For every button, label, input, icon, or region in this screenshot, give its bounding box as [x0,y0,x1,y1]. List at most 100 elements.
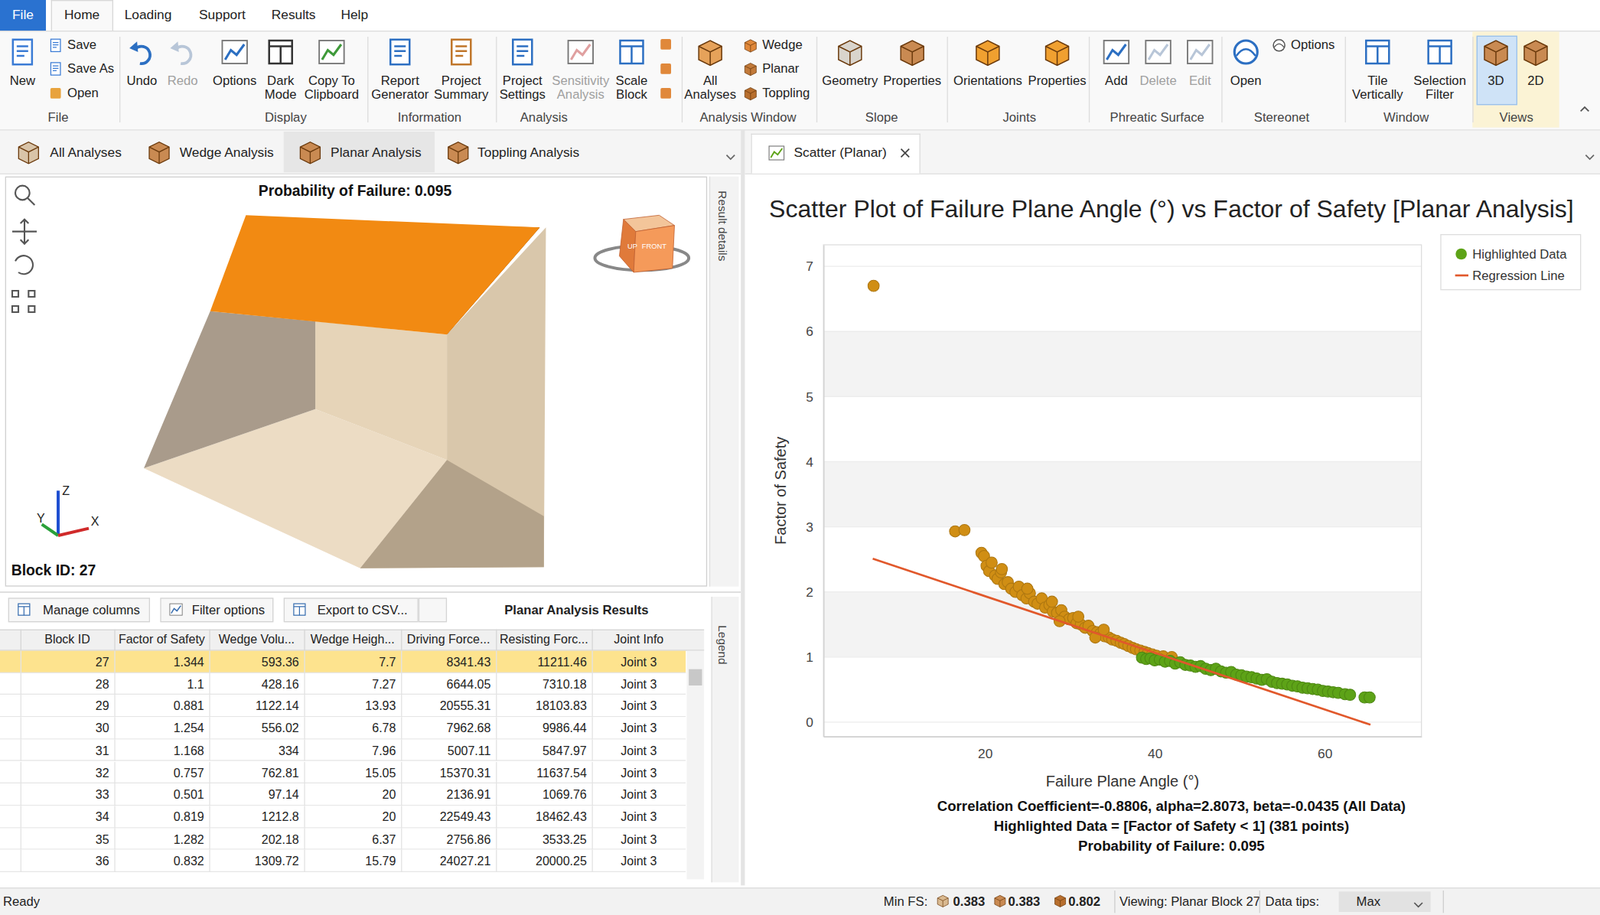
cell-divider [114,761,115,784]
chart-tab[interactable]: Scatter (Planar) [794,144,887,161]
grid-band [823,592,1421,658]
menu-tab[interactable]: Help [340,0,369,30]
fit-tool[interactable] [12,290,35,313]
viewport-canvas[interactable]: UPFRONTZYX [6,177,708,588]
close-tab[interactable] [898,146,913,161]
cell-divider [303,716,305,740]
column-header[interactable]: Wedge Volu... [218,632,295,648]
ribbon-small-label[interactable]: Open [67,85,99,102]
ribbon-button-label[interactable]: Analyses [684,87,737,104]
scatter-point[interactable] [1021,583,1033,595]
ribbon-button-label[interactable]: Generator [371,87,429,104]
menu-tab[interactable]: Home [51,0,114,32]
scatter-point[interactable] [1364,691,1376,704]
zoom-tool[interactable] [27,198,35,206]
table-cell: 0.819 [173,810,205,825]
ribbon-button-label[interactable]: Copy To [308,73,356,89]
ribbon-button-label[interactable]: Geometry [821,73,878,89]
tick-label: 5 [805,389,814,405]
column-header[interactable]: Joint Info [613,632,664,648]
menu-tab[interactable]: Results [271,0,317,30]
column-header[interactable]: Wedge Heigh... [310,632,395,648]
scatter-point[interactable] [1072,611,1085,623]
tick: 3 [805,519,824,535]
scatter-point[interactable] [867,280,880,292]
column-header[interactable]: Factor of Safety [118,632,206,648]
data-tips-dropdown[interactable] [1339,891,1431,913]
ribbon-icon-glyph [126,36,157,68]
icon-part [169,41,179,53]
scatter-point[interactable] [1046,596,1058,608]
column-header[interactable]: Resisting Forc... [499,632,589,648]
chevron[interactable] [1577,101,1593,117]
analysis-tab[interactable]: Planar Analysis [330,144,422,161]
scatter-point[interactable] [986,557,998,569]
table-cell: 0.881 [173,699,205,714]
analysis-tab[interactable]: All Analyses [49,144,121,161]
table-cell: Joint 3 [620,810,657,825]
cube-front[interactable] [633,225,675,273]
scatter-point[interactable] [996,563,1008,576]
ribbon-button-label[interactable]: Tile [1367,73,1388,89]
legend-label[interactable]: Regression Line [1472,268,1565,284]
ribbon-button-label[interactable]: Orientations [953,73,1023,89]
ribbon-button-label[interactable]: Vertically [1352,87,1404,104]
ribbon-button-label[interactable]: Scale [615,73,649,89]
menu-tab[interactable]: File [0,0,46,32]
ribbon-button-label[interactable]: Project [502,73,543,89]
ribbon-button-label[interactable]: Properties [883,73,942,89]
ribbon-button-label[interactable]: Options [212,73,257,89]
ribbon-button-label[interactable]: All [703,73,718,89]
table-cell: 556.02 [261,721,300,737]
status-separator [1259,890,1261,913]
ribbon-button-label[interactable]: 3D [1487,73,1504,89]
rotate-tool[interactable] [15,255,33,274]
analysis-tab[interactable]: Toppling Analysis [477,144,580,161]
ribbon-button-label[interactable]: Add [1104,73,1128,89]
ribbon-button-label[interactable]: New [9,73,36,89]
ribbon-button-label[interactable]: Filter [1425,87,1454,104]
icon-part [1145,40,1171,64]
menu-tab[interactable]: Support [198,0,246,30]
ribbon-button-label[interactable]: Report [381,73,420,89]
table-scroll-thumb[interactable] [688,669,702,686]
ribbon-small-label[interactable]: Options [1290,37,1335,53]
toolbar-icon [168,602,184,618]
ribbon-button-label[interactable]: Undo [126,73,157,89]
column-header[interactable]: Driving Force... [407,632,490,648]
tab-dropdown[interactable] [1583,147,1597,158]
ribbon-small-label[interactable]: Toppling [762,85,810,102]
analysis-tab[interactable]: Wedge Analysis [179,144,274,161]
ribbon-small-label[interactable]: Save As [67,61,115,77]
icon-part [451,39,471,65]
ribbon-button-label[interactable]: Settings [499,87,546,104]
ribbon-button-label[interactable]: Project [441,73,482,89]
legend-label[interactable]: Highlighted Data [1472,247,1568,262]
ribbon-button-label[interactable]: Mode [264,87,297,104]
ribbon-button-label[interactable]: Summary [433,87,489,104]
ribbon-button-label[interactable]: Clipboard [304,87,359,104]
icon-part [293,606,306,616]
ribbon-small-label[interactable]: Save [67,37,97,53]
ribbon-small-label[interactable]: Planar [762,61,799,77]
marks [867,280,1376,725]
zoom-tool[interactable] [15,185,30,201]
scatter-point[interactable] [958,524,971,536]
ribbon-button-label[interactable]: Properties [1028,73,1087,89]
ribbon-button-label[interactable]: 2D [1527,73,1544,89]
icon-part [322,44,342,60]
pan-tool[interactable] [12,219,37,245]
tab-dropdown[interactable] [724,147,737,158]
scatter-point[interactable] [1344,689,1356,701]
ribbon-button-label[interactable]: Open [1230,73,1262,89]
column-header[interactable]: Block ID [44,632,91,648]
icon-part [394,45,406,56]
toolbar-icon [16,602,32,618]
table-cell: 36 [95,853,110,869]
export-dropdown[interactable] [418,597,447,623]
ribbon-button-label[interactable]: Dark [267,73,294,89]
ribbon-small-label[interactable]: Wedge [762,37,803,53]
ribbon-button-label[interactable]: Block [615,87,648,104]
menu-tab[interactable]: Loading [124,0,173,30]
ribbon-button-label[interactable]: Selection [1413,73,1467,89]
